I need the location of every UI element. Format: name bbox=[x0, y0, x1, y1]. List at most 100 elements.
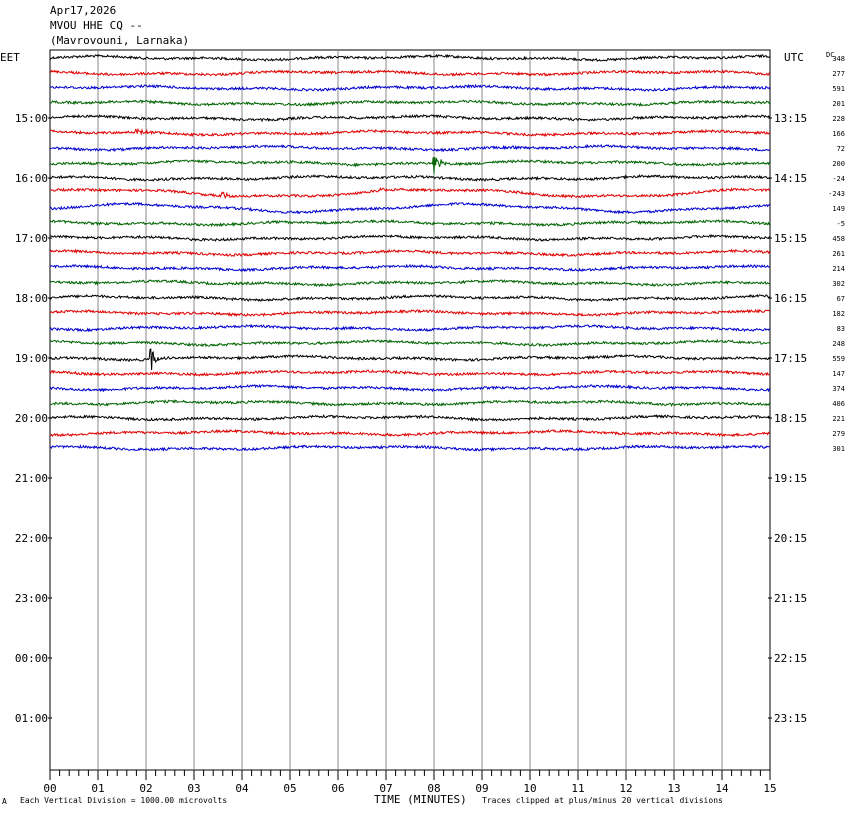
trace-line bbox=[49, 383, 771, 393]
left-hour-label: 17:00 bbox=[15, 232, 48, 245]
x-tick-label: 08 bbox=[427, 782, 440, 795]
x-tick-label: 14 bbox=[715, 782, 729, 795]
trace-line bbox=[49, 348, 771, 371]
x-tick-label: 07 bbox=[379, 782, 392, 795]
left-hour-label: 18:00 bbox=[15, 292, 48, 305]
trace-line bbox=[49, 399, 771, 407]
dc-offset-label: 147 bbox=[832, 370, 845, 378]
trace-line bbox=[49, 143, 771, 153]
dc-label: DC bbox=[826, 51, 834, 59]
left-hour-label: 19:00 bbox=[15, 352, 48, 365]
x-tick-label: 12 bbox=[619, 782, 632, 795]
clip-note: Traces clipped at plus/minus 20 vertical… bbox=[482, 796, 723, 805]
dc-offset-label: 374 bbox=[832, 385, 845, 393]
dc-offset-label: 279 bbox=[832, 430, 845, 438]
dc-offset-label: 591 bbox=[832, 85, 845, 93]
trace-line bbox=[49, 279, 771, 288]
x-tick-label: 15 bbox=[763, 782, 776, 795]
x-tick-label: 05 bbox=[283, 782, 296, 795]
trace-line bbox=[49, 428, 771, 438]
x-axis-title: TIME (MINUTES) bbox=[374, 793, 467, 806]
trace-line bbox=[49, 338, 771, 348]
dc-offset-label: 72 bbox=[837, 145, 845, 153]
left-hour-label: 23:00 bbox=[15, 592, 48, 605]
plot-frame bbox=[49, 49, 771, 771]
left-hour-label: 22:00 bbox=[15, 532, 48, 545]
x-tick-label: 03 bbox=[187, 782, 200, 795]
x-tick-label: 13 bbox=[667, 782, 680, 795]
dc-offset-label: 261 bbox=[832, 250, 845, 258]
trace-line bbox=[49, 218, 771, 228]
trace-line bbox=[49, 369, 770, 377]
grid bbox=[48, 49, 772, 780]
trace-line bbox=[49, 99, 771, 108]
x-tick-label: 09 bbox=[475, 782, 488, 795]
right-hour-label: 16:15 bbox=[774, 292, 807, 305]
dc-offset-label: 201 bbox=[832, 100, 845, 108]
dc-offset-label: 406 bbox=[832, 400, 845, 408]
right-hour-label: 22:15 bbox=[774, 652, 807, 665]
dc-offset-label: 182 bbox=[832, 310, 845, 318]
trace-line bbox=[50, 234, 771, 242]
right-hour-label: 14:15 bbox=[774, 172, 807, 185]
traces bbox=[49, 53, 771, 452]
right-hour-label: 23:15 bbox=[774, 712, 807, 725]
right-hour-label: 20:15 bbox=[774, 532, 807, 545]
x-tick-label: 10 bbox=[523, 782, 536, 795]
trace-line bbox=[49, 83, 771, 92]
right-hour-label: 15:15 bbox=[774, 232, 807, 245]
dc-offset-label: 302 bbox=[832, 280, 845, 288]
right-zone-label: UTC bbox=[784, 51, 804, 64]
dc-offset-label: 200 bbox=[832, 160, 845, 168]
dc-offset-label: -5 bbox=[837, 220, 845, 228]
trace-line bbox=[49, 414, 771, 422]
dc-offset-label: 559 bbox=[832, 355, 845, 363]
x-tick-label: 06 bbox=[331, 782, 344, 795]
left-zone-label: EET bbox=[0, 51, 20, 64]
x-tick-label: 04 bbox=[235, 782, 249, 795]
labels: 00 01 02 03 04 05 06 07 08 09 10 11 12 13 14 15 15:00 16:… bbox=[15, 55, 845, 795]
dc-offset-label: 214 bbox=[832, 265, 845, 273]
trace-line bbox=[49, 53, 771, 62]
trace-line bbox=[49, 248, 771, 258]
trace-line bbox=[49, 263, 771, 273]
trace-line bbox=[49, 293, 771, 303]
header-date: Apr17,2026 bbox=[50, 4, 117, 17]
dc-offset-label: 221 bbox=[832, 415, 845, 423]
dc-offset-label: 149 bbox=[832, 205, 845, 213]
dc-offset-label: 301 bbox=[832, 445, 845, 453]
dc-offset-label: 67 bbox=[837, 295, 845, 303]
x-tick-label: 01 bbox=[91, 782, 104, 795]
x-tick-label: 00 bbox=[43, 782, 56, 795]
dc-offset-label: 228 bbox=[832, 115, 845, 123]
trace-line bbox=[50, 69, 771, 77]
dc-offset-label: -243 bbox=[828, 190, 845, 198]
left-hour-label: 16:00 bbox=[15, 172, 48, 185]
corner-mark: A bbox=[2, 797, 7, 806]
right-hour-label: 17:15 bbox=[774, 352, 807, 365]
left-hour-label: 00:00 bbox=[15, 652, 48, 665]
trace-line bbox=[49, 444, 771, 452]
header-location: (Mavrovouni, Larnaka) bbox=[50, 34, 190, 47]
left-hour-label: 21:00 bbox=[15, 472, 48, 485]
right-hour-label: 19:15 bbox=[774, 472, 807, 485]
left-hour-label: 15:00 bbox=[15, 112, 48, 125]
trace-line bbox=[49, 113, 771, 123]
right-hour-label: 18:15 bbox=[774, 412, 807, 425]
trace-line bbox=[49, 127, 771, 138]
trace-line bbox=[49, 323, 770, 333]
dc-offset-label: 458 bbox=[832, 235, 845, 243]
left-hour-label: 01:00 bbox=[15, 712, 48, 725]
trace-line bbox=[49, 308, 771, 317]
dc-offset-label: 83 bbox=[837, 325, 845, 333]
x-tick-label: 02 bbox=[139, 782, 152, 795]
right-hour-label: 21:15 bbox=[774, 592, 807, 605]
trace-line bbox=[49, 173, 771, 182]
dc-offset-label: 166 bbox=[832, 130, 845, 138]
trace-line bbox=[49, 156, 771, 174]
trace-line bbox=[49, 201, 771, 215]
left-hour-label: 20:00 bbox=[15, 412, 48, 425]
dc-offset-label: 277 bbox=[832, 70, 845, 78]
scale-note: Each Vertical Division = 1000.00 microvo… bbox=[20, 796, 228, 805]
